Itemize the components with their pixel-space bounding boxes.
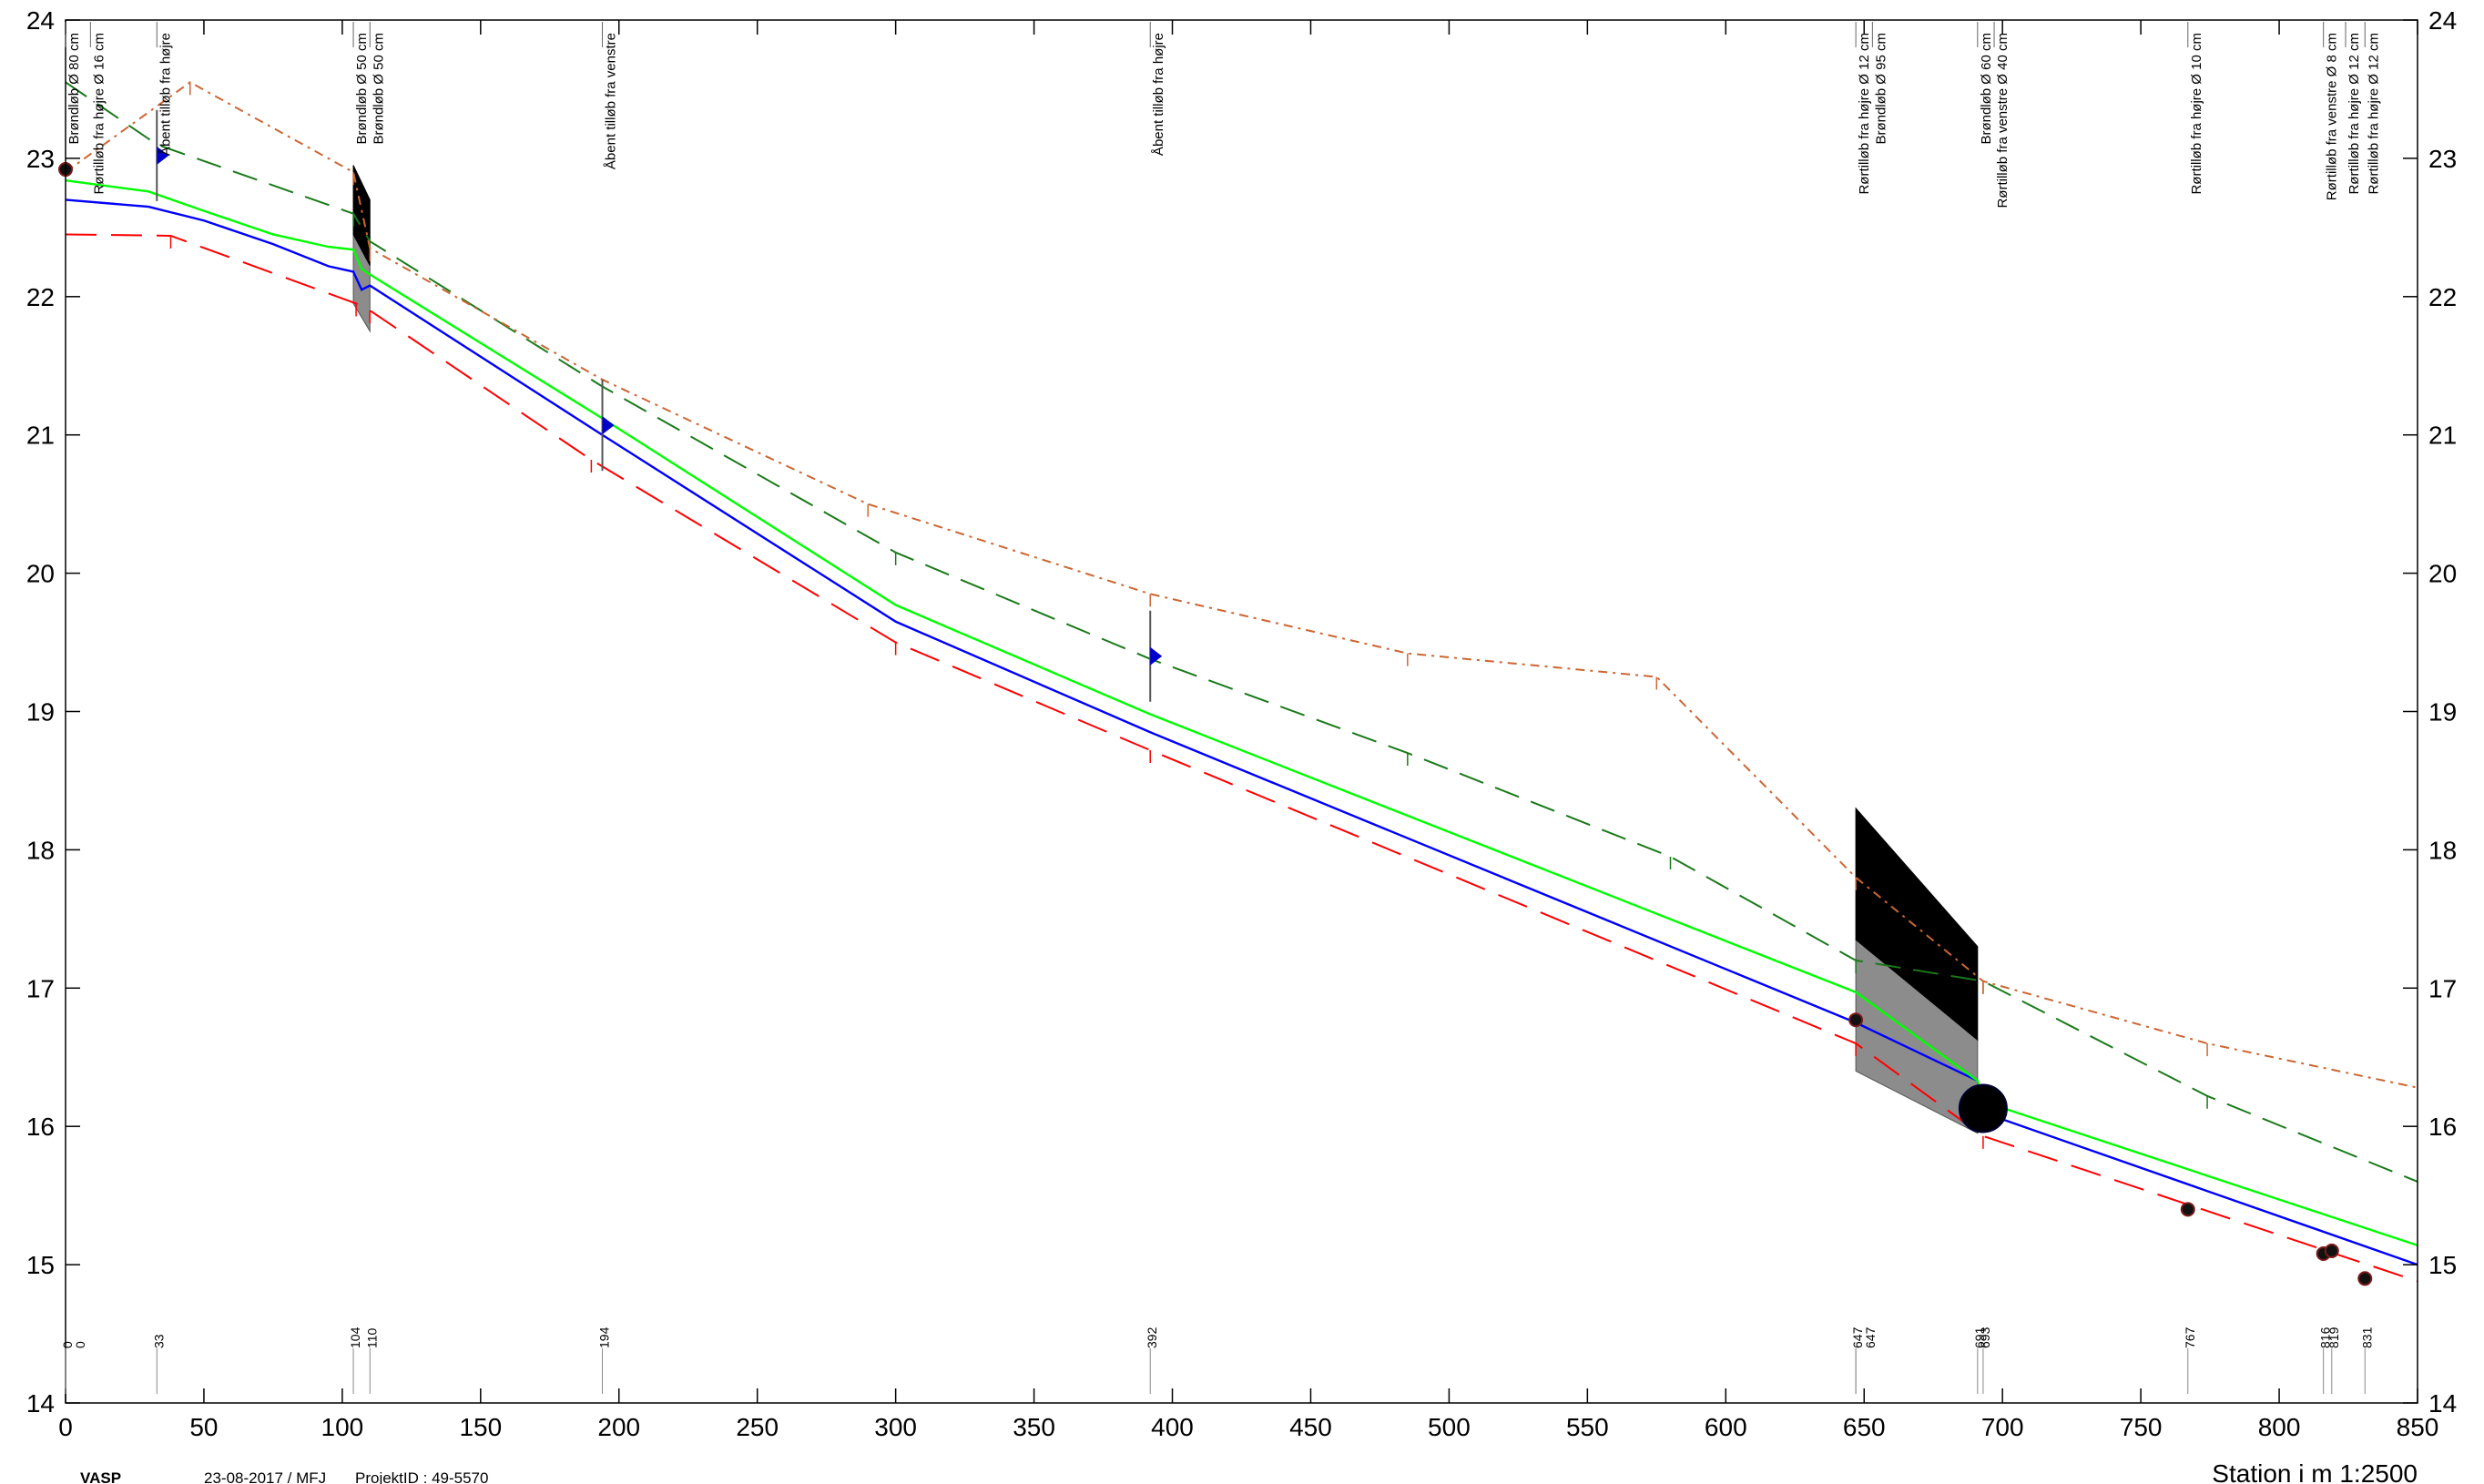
x-tick-label-15: 750 xyxy=(2120,1413,2163,1441)
footer-project-id: ProjektID : 49-5570 xyxy=(355,1469,488,1484)
series-layer xyxy=(65,81,2418,1283)
series-line-4 xyxy=(65,81,2418,1089)
x-tick-label-17: 850 xyxy=(2397,1413,2439,1441)
annotation-label-8: Brøndløb Ø 95 cm xyxy=(1873,33,1888,145)
station-label-10: 693 xyxy=(1978,1326,1992,1348)
x-tick-label-4: 200 xyxy=(597,1413,640,1441)
x-axis-title: Station i m 1:2500 xyxy=(2212,1459,2418,1484)
inlet-flag-2 xyxy=(602,416,615,435)
y-tick-label-left-7: 21 xyxy=(26,422,55,450)
y-tick-label-left-10: 24 xyxy=(26,6,55,35)
series-line-0 xyxy=(65,233,2418,1283)
y-tick-label-left-9: 23 xyxy=(26,145,55,173)
annotation-label-1: Rørtilløb fra højre Ø 16 cm xyxy=(91,33,107,195)
y-tick-label-left-1: 15 xyxy=(26,1251,55,1279)
x-tick-label-12: 600 xyxy=(1705,1413,1747,1441)
annotation-label-4: Brøndløb Ø 50 cm xyxy=(371,33,386,145)
x-tick-label-3: 150 xyxy=(459,1413,502,1441)
annotation-label-14: Rørtilløb fra højre Ø 12 cm xyxy=(2366,33,2381,195)
inlet-flag-1 xyxy=(157,146,169,165)
x-tick-label-0: 0 xyxy=(58,1413,73,1441)
y-tick-label-left-4: 18 xyxy=(26,836,55,864)
x-tick-label-5: 250 xyxy=(736,1413,779,1441)
footer: VASP 23-08-2017 / MFJ ProjektID : 49-557… xyxy=(80,1459,2418,1484)
x-tick-label-13: 650 xyxy=(1843,1413,1886,1441)
station-label-1: 0 xyxy=(73,1341,87,1348)
y-tick-label-right-0: 14 xyxy=(2428,1389,2457,1418)
annotation-label-10: Rørtilløb fra venstre Ø 40 cm xyxy=(1995,33,2011,208)
annotation-label-13: Rørtilløb fra højre Ø 12 cm xyxy=(2347,33,2362,195)
series-line-2 xyxy=(65,179,2418,1246)
station-label-11: 767 xyxy=(2183,1326,2197,1348)
y-tick-label-right-1: 15 xyxy=(2428,1251,2457,1279)
y-tick-label-right-4: 18 xyxy=(2428,836,2457,864)
x-tick-label-8: 400 xyxy=(1151,1413,1194,1441)
annotation-label-6: Åbent tilløb fra højre xyxy=(1151,33,1166,156)
annotation-label-7: Rørtilløb fra højre Ø 12 cm xyxy=(1857,33,1872,195)
annotation-label-11: Rørtilløb fra højre Ø 10 cm xyxy=(2189,33,2204,195)
footer-date-user: 23-08-2017 / MFJ xyxy=(204,1469,326,1484)
annotation-label-5: Åbent tilløb fra venstre xyxy=(604,33,619,169)
annotation-label-9: Brøndløb Ø 60 cm xyxy=(1979,33,1994,145)
station-label-14: 831 xyxy=(2359,1326,2374,1348)
y-tick-label-right-7: 21 xyxy=(2428,422,2457,450)
x-tick-label-10: 500 xyxy=(1428,1413,1471,1441)
station-label-7: 647 xyxy=(1850,1326,1865,1348)
manhole-dot-9 xyxy=(2357,1271,2373,1286)
y-tick-label-right-3: 17 xyxy=(2428,974,2457,1002)
y-tick-label-left-2: 16 xyxy=(26,1113,55,1141)
series-line-3 xyxy=(65,81,2418,1183)
y-tick-label-left-8: 22 xyxy=(26,283,55,311)
station-label-2: 33 xyxy=(151,1334,166,1348)
y-tick-label-left-6: 20 xyxy=(26,560,55,588)
manhole-large-5 xyxy=(1958,1083,2008,1133)
y-tick-label-right-10: 24 xyxy=(2428,6,2457,35)
points-layer xyxy=(58,109,2373,1286)
object-annotations: Brøndløb Ø 80 cm Rørtilløb fra højre Ø 16… xyxy=(65,22,2381,208)
station-label-12: 816 xyxy=(2318,1326,2333,1348)
x-tick-label-2: 100 xyxy=(321,1413,364,1441)
y-tick-label-right-5: 19 xyxy=(2428,698,2457,727)
series-line-1 xyxy=(65,198,2418,1266)
culverts-layer xyxy=(352,165,1979,1134)
x-tick-label-7: 350 xyxy=(1013,1413,1055,1441)
annotation-label-2: Åbent tilløb fra højre xyxy=(158,33,173,156)
inlet-flag-3 xyxy=(1150,646,1163,666)
station-label-5: 194 xyxy=(597,1326,612,1348)
station-label-0: 0 xyxy=(60,1341,75,1348)
x-tick-label-14: 700 xyxy=(1981,1413,2024,1441)
station-label-13: 819 xyxy=(2326,1326,2341,1348)
annotation-label-3: Brøndløb Ø 50 cm xyxy=(354,33,370,145)
manhole-dot-8 xyxy=(2324,1243,2339,1258)
culvert-upper-1 xyxy=(1855,807,1979,1042)
y-tick-label-left-3: 17 xyxy=(26,974,55,1002)
y-tick-label-left-0: 14 xyxy=(26,1389,55,1418)
y-tick-label-right-8: 22 xyxy=(2428,283,2457,311)
axis-ticks: 0 50 100 150 200 250 300 350 400 450 500 550 600 650 7… xyxy=(26,6,2457,1441)
y-tick-label-right-6: 20 xyxy=(2428,560,2457,588)
annotation-label-12: Rørtilløb fra venstre Ø 8 cm xyxy=(2325,33,2340,200)
station-label-8: 647 xyxy=(1863,1326,1878,1348)
y-tick-label-left-5: 19 xyxy=(26,698,55,727)
manhole-dot-4 xyxy=(1848,1012,1864,1028)
plot-frame xyxy=(65,19,2418,1404)
station-label-9: 691 xyxy=(1972,1326,1987,1348)
station-label-3: 104 xyxy=(348,1326,362,1348)
plot-border xyxy=(65,19,2418,1404)
x-tick-label-16: 800 xyxy=(2258,1413,2301,1441)
x-tick-label-6: 300 xyxy=(874,1413,917,1441)
x-tick-label-9: 450 xyxy=(1289,1413,1332,1441)
station-label-4: 110 xyxy=(364,1327,379,1348)
station-label-6: 392 xyxy=(1145,1326,1159,1348)
footer-brand: VASP xyxy=(80,1469,121,1484)
x-tick-label-11: 550 xyxy=(1566,1413,1609,1441)
y-tick-label-right-9: 23 xyxy=(2428,145,2457,173)
annotation-label-0: Brøndløb Ø 80 cm xyxy=(66,33,82,145)
manhole-dot-6 xyxy=(2180,1202,2195,1217)
x-tick-label-1: 50 xyxy=(189,1413,218,1441)
y-tick-label-right-2: 16 xyxy=(2428,1113,2457,1141)
